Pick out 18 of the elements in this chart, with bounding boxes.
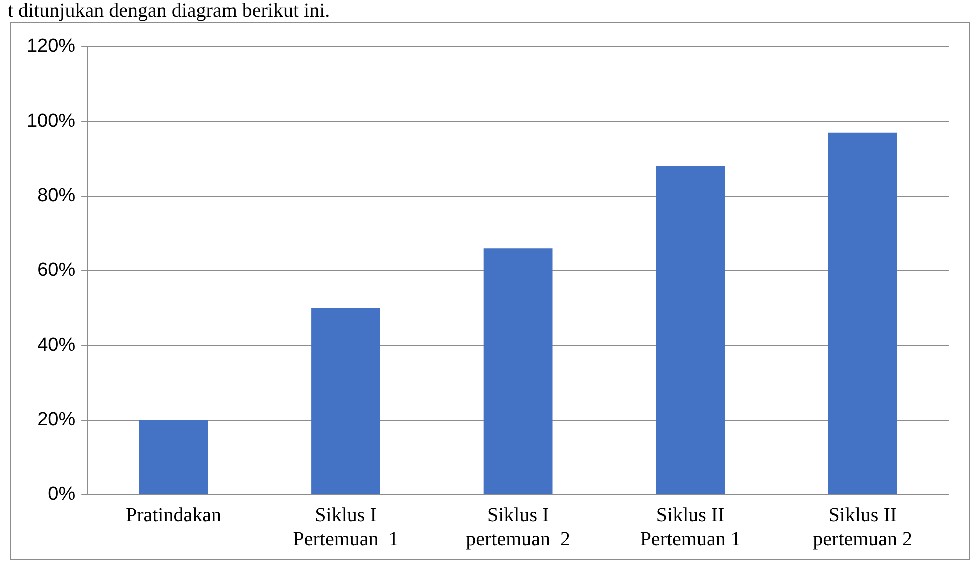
x-tick-label: Siklus II pertemuan 2 <box>813 504 913 550</box>
text: t ditunjukan dengan diagram berikut ini. <box>8 0 332 22</box>
y-tick-label: 100% <box>26 110 76 132</box>
y-tick-label: 20% <box>38 410 76 431</box>
bar <box>484 248 553 494</box>
x-tick-label: Pratindakan <box>126 504 222 526</box>
y-tick-label: 0% <box>48 484 76 506</box>
y-tick-label: 40% <box>38 334 76 356</box>
bar <box>312 308 380 494</box>
y-tick-label: 80% <box>38 186 76 207</box>
bar <box>828 132 898 494</box>
bar <box>139 420 208 494</box>
x-tick-label: Siklus I Pertemuan 1 <box>293 504 399 550</box>
x-tick-label: Siklus I pertemuan 2 <box>466 504 570 550</box>
y-tick-label: 60% <box>38 260 76 282</box>
bar <box>656 166 726 494</box>
y-tick-label: 120% <box>26 36 76 58</box>
x-tick-label: Siklus II Pertemuan 1 <box>640 504 741 550</box>
